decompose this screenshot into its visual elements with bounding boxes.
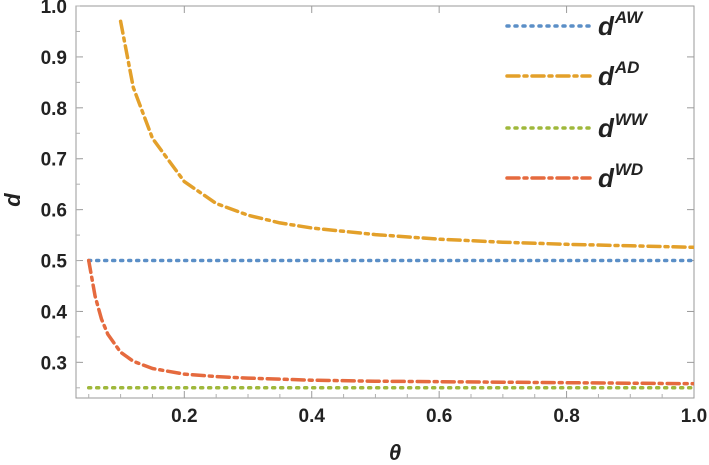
x-tick-label: 0.8 (553, 406, 579, 427)
x-tick-label: 0.4 (299, 406, 326, 427)
y-tick-label: 0.9 (41, 48, 67, 69)
x-tick-label: 0.6 (426, 406, 452, 427)
series-ad-line (118, 19, 694, 250)
plot-frame (75, 5, 695, 399)
x-tick-label: 1.0 (681, 406, 707, 427)
legend-superscript-ad: AD (614, 58, 640, 77)
legend-superscript-ww: WW (615, 110, 649, 129)
series-wd-line (86, 258, 694, 386)
y-tick-label: 0.6 (41, 201, 67, 222)
y-tick-label: 0.4 (41, 302, 68, 323)
x-tick-label: 0.2 (171, 406, 197, 427)
legend-superscript-aw: AW (614, 8, 644, 27)
y-tick-label: 0.3 (41, 353, 67, 374)
legend-superscript-wd: WD (615, 160, 643, 179)
plot-border (75, 5, 695, 399)
y-axis-label: d (0, 193, 25, 207)
axis-ticks: 0.2 0.4 0.6 0.8 1.0 0.3 0.4 0.5 0.6 0.7 0.8 0.9 1.0 (41, 0, 708, 427)
y-tick-label: 1.0 (41, 0, 67, 18)
x-axis-label: θ (389, 440, 401, 465)
y-tick-label: 0.5 (41, 252, 68, 273)
series-layer (86, 19, 694, 390)
y-tick-label: 0.8 (41, 99, 67, 120)
y-tick-label: 0.7 (41, 150, 67, 171)
